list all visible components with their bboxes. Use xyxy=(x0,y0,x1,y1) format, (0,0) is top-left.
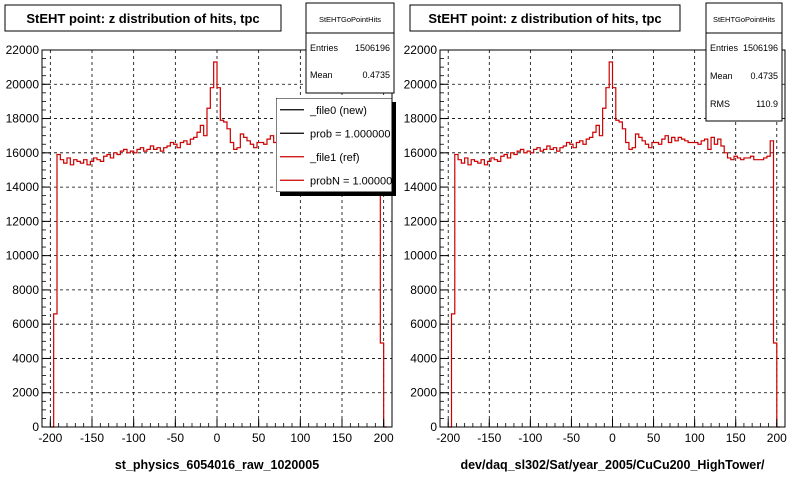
stats-row-label: Entries xyxy=(310,43,339,53)
y-tick-label: 12000 xyxy=(404,214,438,228)
y-tick-label: 6000 xyxy=(410,317,437,331)
stats-box xyxy=(305,2,395,94)
y-tick-label: 0 xyxy=(430,420,437,434)
y-tick-label: 16000 xyxy=(404,146,438,160)
y-tick-label: 6000 xyxy=(12,317,39,331)
x-tick-label: -200 xyxy=(436,431,460,445)
x-tick-label: 50 xyxy=(252,431,266,445)
y-tick-label: 4000 xyxy=(410,351,437,365)
y-tick-label: 2000 xyxy=(12,386,39,400)
x-tick-label: 0 xyxy=(609,431,616,445)
x-tick-label: 50 xyxy=(647,431,661,445)
x-tick-label: 150 xyxy=(726,431,746,445)
y-tick-label: 22000 xyxy=(404,43,438,57)
x-tick-label: -100 xyxy=(122,431,146,445)
y-tick-label: 10000 xyxy=(6,249,40,263)
x-tick-label: 200 xyxy=(767,431,787,445)
stats-row-label: RMS xyxy=(710,99,730,109)
stats-row-label: Mean xyxy=(310,70,333,80)
legend-entry-label: probN = 1.000000 xyxy=(310,175,398,187)
legend-entry-label: _file0 (new) xyxy=(309,105,367,117)
stats-row-value: 110.9 xyxy=(756,99,778,109)
title-box xyxy=(4,4,282,32)
x-tick-label: -50 xyxy=(167,431,185,445)
stats-row-value: 0.4735 xyxy=(362,70,390,80)
stats-row-label: Mean xyxy=(710,71,733,81)
legend-entry-label: prob = 1.000000 xyxy=(310,128,390,140)
y-tick-label: 14000 xyxy=(404,180,438,194)
y-tick-label: 10000 xyxy=(404,249,438,263)
y-tick-label: 14000 xyxy=(6,180,40,194)
x-tick-label: 0 xyxy=(214,431,221,445)
stats-row-label: Entries xyxy=(710,43,739,53)
y-tick-label: 8000 xyxy=(410,283,437,297)
histogram-panel-right: -200 -150 -100 -50 0 50 100 150 2000200040006000… xyxy=(404,2,787,472)
y-tick-label: 22000 xyxy=(6,43,40,57)
x-tick-label: 200 xyxy=(374,431,394,445)
stats-row-value: 1506196 xyxy=(743,43,778,53)
y-tick-label: 4000 xyxy=(12,351,39,365)
x-tick-label: -50 xyxy=(563,431,581,445)
x-tick-label: -100 xyxy=(518,431,542,445)
chart-title: StEHT point: z distribution of hits, tpc xyxy=(26,11,259,26)
stats-row-value: 0.4735 xyxy=(750,71,778,81)
y-tick-label: 18000 xyxy=(404,112,438,126)
stats-name: StEHTGoPointHits xyxy=(319,15,381,24)
y-tick-label: 12000 xyxy=(6,214,40,228)
stats-row-value: 1506196 xyxy=(355,43,390,53)
legend-entry-label: _file1 (ref) xyxy=(309,152,360,164)
y-tick-label: 16000 xyxy=(6,146,40,160)
stats-box xyxy=(705,2,783,122)
stats-name: StEHTGoPointHits xyxy=(713,15,775,24)
y-tick-label: 2000 xyxy=(410,386,437,400)
legend: _file0 (new) prob = 1.000000 _file1 (ref) p… xyxy=(276,98,398,192)
x-tick-label: 100 xyxy=(685,431,705,445)
y-tick-label: 20000 xyxy=(404,77,438,91)
x-axis-title: st_physics_6054016_raw_1020005 xyxy=(115,458,319,472)
x-tick-label: -150 xyxy=(80,431,104,445)
x-axis-title: dev/daq_sl302/Sat/year_2005/CuCu200_High… xyxy=(460,458,765,472)
y-tick-label: 0 xyxy=(32,420,39,434)
x-tick-label: 100 xyxy=(290,431,310,445)
x-tick-label: 150 xyxy=(332,431,352,445)
histogram-series-0 xyxy=(448,61,781,428)
y-tick-label: 8000 xyxy=(12,283,39,297)
legend-box xyxy=(276,98,392,192)
title-box xyxy=(409,4,681,32)
histogram-panel-left: -200 -150 -100 -50 0 50 100 150 2000200040006000… xyxy=(4,2,398,472)
y-tick-label: 18000 xyxy=(6,112,40,126)
y-tick-label: 20000 xyxy=(6,77,40,91)
x-tick-label: -150 xyxy=(477,431,501,445)
x-tick-label: -200 xyxy=(38,431,62,445)
chart-title: StEHT point: z distribution of hits, tpc xyxy=(428,11,661,26)
